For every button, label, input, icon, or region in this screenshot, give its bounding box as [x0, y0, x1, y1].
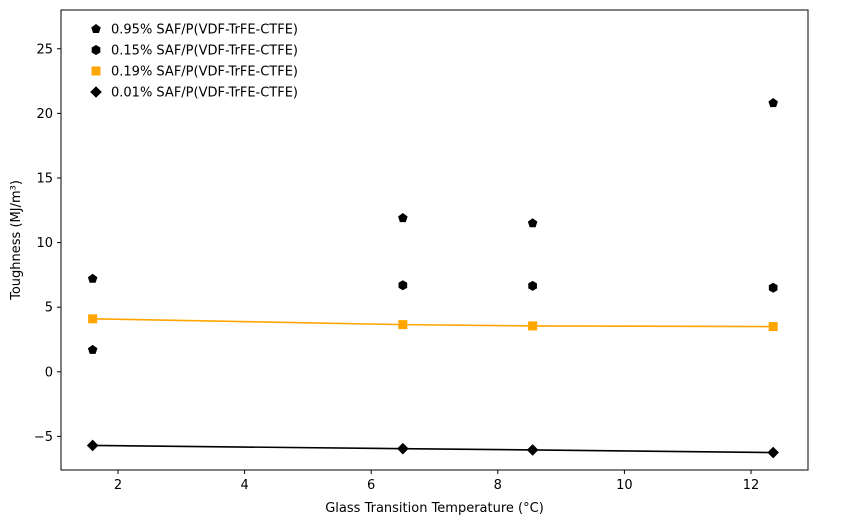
data-point	[88, 314, 98, 324]
data-point	[528, 321, 538, 331]
x-axis: 2 4 6 8 10 12	[114, 470, 759, 493]
series-2	[88, 314, 778, 332]
y-tick-label: 10	[36, 236, 53, 251]
data-point	[767, 446, 779, 459]
y-tick-label: 20	[36, 107, 53, 122]
data-point	[526, 444, 539, 456]
data-point	[768, 322, 778, 332]
series-line	[92, 318, 774, 328]
y-axis-label: Toughness (MJ/m³)	[9, 180, 24, 301]
plot-frame	[60, 9, 809, 471]
y-tick-label: 25	[36, 42, 53, 57]
legend-label: 0.95% SAF/P(VDF-TrFE-CTFE)	[111, 23, 298, 38]
legend-label: 0.19% SAF/P(VDF-TrFE-CTFE)	[111, 65, 298, 80]
y-tick-label: 0	[45, 365, 53, 380]
series-0	[87, 98, 778, 354]
data-point	[397, 442, 409, 455]
legend-item: 0.19% SAF/P(VDF-TrFE-CTFE)	[91, 65, 298, 80]
legend-item: 0.01% SAF/P(VDF-TrFE-CTFE)	[90, 86, 298, 101]
plot-marks	[86, 98, 779, 459]
series-1	[398, 280, 778, 293]
y-tick-label: 15	[36, 171, 53, 186]
legend-marker	[91, 24, 101, 34]
x-axis-label: Glass Transition Temperature (°C)	[325, 501, 544, 516]
x-tick-label: 10	[616, 478, 633, 493]
y-tick-label: −5	[34, 430, 53, 445]
data-point	[768, 282, 778, 293]
series-3	[86, 439, 779, 459]
data-point	[86, 439, 99, 452]
legend-marker	[90, 86, 102, 98]
data-point	[87, 344, 98, 354]
x-tick-label: 4	[240, 478, 248, 493]
data-point	[398, 320, 408, 330]
y-axis: −5 0 5 10 15 20 25	[34, 42, 61, 445]
data-point	[87, 273, 98, 283]
series-line	[92, 444, 774, 454]
data-point	[768, 98, 778, 108]
data-point	[398, 280, 408, 291]
data-point	[398, 213, 408, 223]
x-tick-label: 6	[367, 478, 375, 493]
x-tick-label: 12	[743, 478, 760, 493]
legend-label: 0.01% SAF/P(VDF-TrFE-CTFE)	[111, 86, 298, 101]
data-point	[528, 280, 537, 291]
x-tick-label: 2	[114, 478, 122, 493]
legend-item: 0.15% SAF/P(VDF-TrFE-CTFE)	[91, 44, 298, 59]
legend-label: 0.15% SAF/P(VDF-TrFE-CTFE)	[111, 44, 298, 59]
legend-marker	[91, 45, 101, 55]
data-point	[527, 218, 538, 228]
legend: 0.95% SAF/P(VDF-TrFE-CTFE) 0.15% SAF/P(VD…	[90, 23, 298, 101]
y-tick-label: 5	[45, 301, 53, 316]
x-tick-label: 8	[494, 478, 502, 493]
legend-item: 0.95% SAF/P(VDF-TrFE-CTFE)	[91, 23, 298, 38]
legend-marker	[91, 66, 101, 76]
